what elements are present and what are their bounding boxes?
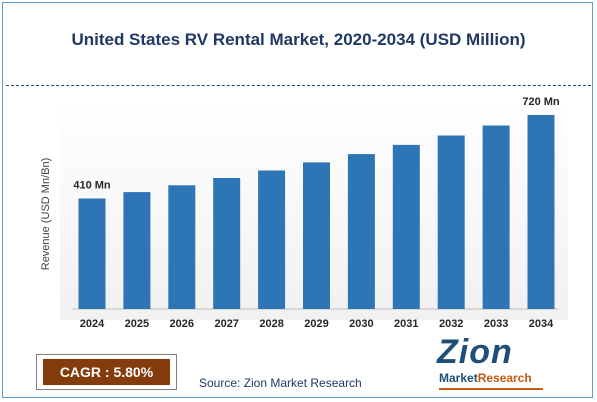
x-tick-2028: 2028: [259, 318, 283, 330]
x-tick-2024: 2024: [80, 318, 105, 330]
bar-2033: [482, 125, 510, 309]
logo-underline: [439, 388, 543, 390]
bar-series: [78, 115, 555, 309]
bar-2028: [258, 170, 286, 309]
x-tick-2033: 2033: [484, 318, 508, 330]
x-tick-2030: 2030: [349, 318, 373, 330]
x-tick-2034: 2034: [529, 318, 554, 330]
x-tick-2029: 2029: [304, 318, 328, 330]
logo-main-text: Zion: [437, 333, 513, 371]
bar-2029: [303, 162, 330, 309]
data-label-2024: 410 Mn: [73, 180, 111, 192]
cagr-label: CAGR : 5.80%: [43, 359, 170, 385]
bar-2026: [168, 185, 196, 309]
x-tick-2031: 2031: [394, 318, 418, 330]
y-axis-label: Revenue (USD Mn/Bn): [40, 158, 52, 271]
logo-word-market: Market: [439, 371, 478, 385]
bar-2032: [437, 135, 465, 309]
logo-subtitle: MarketResearch: [439, 371, 532, 385]
bar-2031: [392, 144, 420, 309]
source-text: Source: Zion Market Research: [199, 376, 362, 390]
logo-word-research: Research: [477, 371, 532, 385]
bar-2025: [123, 192, 151, 309]
x-tick-2026: 2026: [170, 318, 194, 330]
data-labels: 410 Mn 720 Mn: [73, 96, 560, 192]
title-divider: [6, 85, 591, 86]
chart-title: United States RV Rental Market, 2020-203…: [71, 30, 526, 49]
bar-2027: [213, 178, 241, 309]
x-tick-2027: 2027: [214, 318, 238, 330]
x-tick-labels: 2024 2025 2026 2027 2028 2029 2030 2031 2032 2033…: [80, 318, 554, 330]
x-tick-2025: 2025: [125, 318, 149, 330]
data-label-2034: 720 Mn: [522, 96, 560, 108]
x-tick-2032: 2032: [439, 318, 463, 330]
zion-logo: Zion MarketResearch: [433, 334, 553, 394]
bar-2024: [78, 198, 106, 309]
cagr-box: CAGR : 5.80%: [36, 354, 177, 390]
bar-2030: [347, 154, 375, 309]
bar-2034: [527, 115, 555, 309]
